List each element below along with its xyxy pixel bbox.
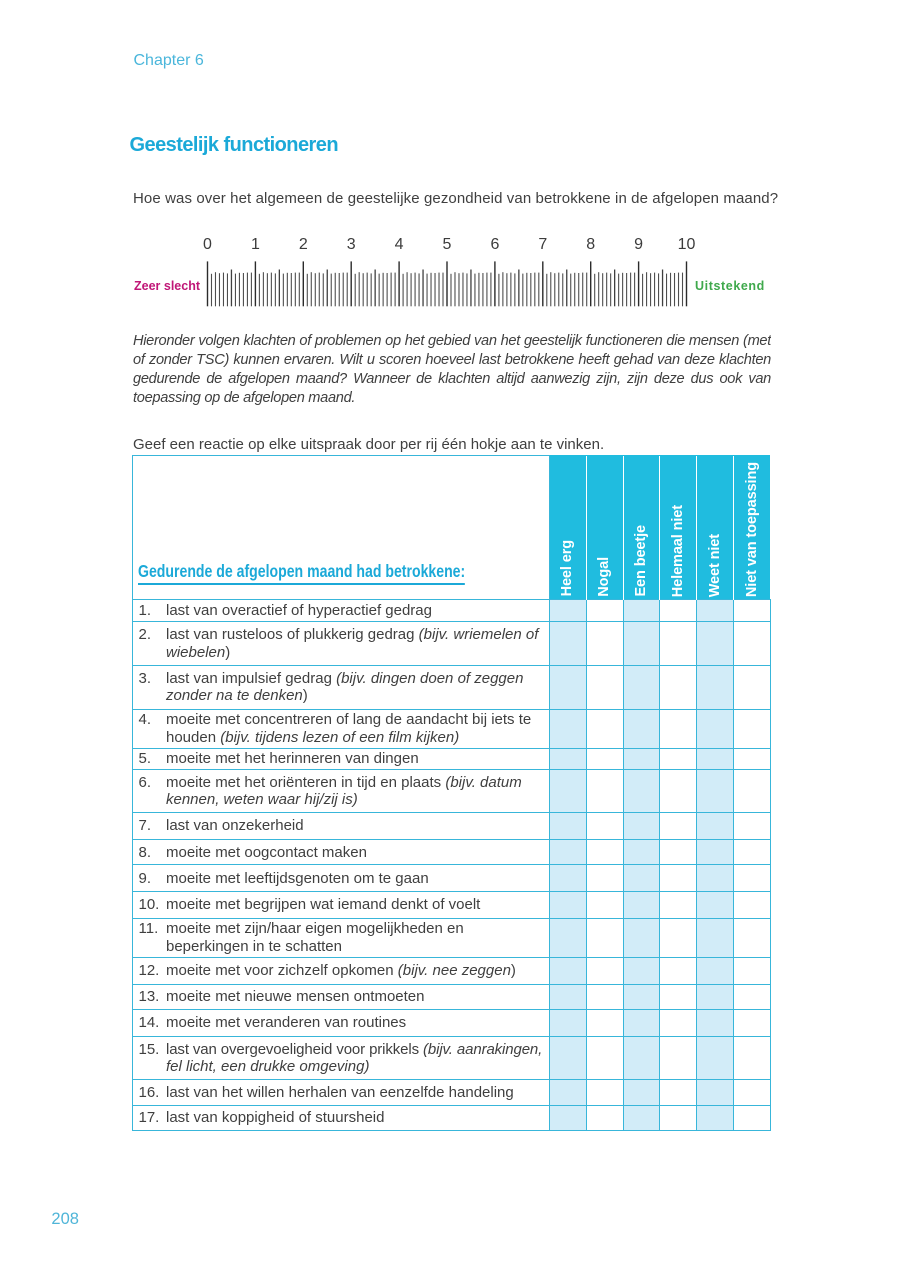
- svg-text:6: 6: [490, 236, 499, 253]
- svg-text:9: 9: [634, 236, 643, 253]
- svg-text:8: 8: [586, 236, 595, 253]
- svg-text:7: 7: [538, 236, 547, 253]
- svg-text:0: 0: [203, 236, 212, 253]
- svg-text:1: 1: [251, 236, 260, 253]
- svg-text:3: 3: [347, 236, 356, 253]
- svg-text:2: 2: [299, 236, 308, 253]
- svg-text:5: 5: [443, 236, 452, 253]
- svg-text:10: 10: [678, 236, 696, 253]
- svg-text:4: 4: [395, 236, 404, 253]
